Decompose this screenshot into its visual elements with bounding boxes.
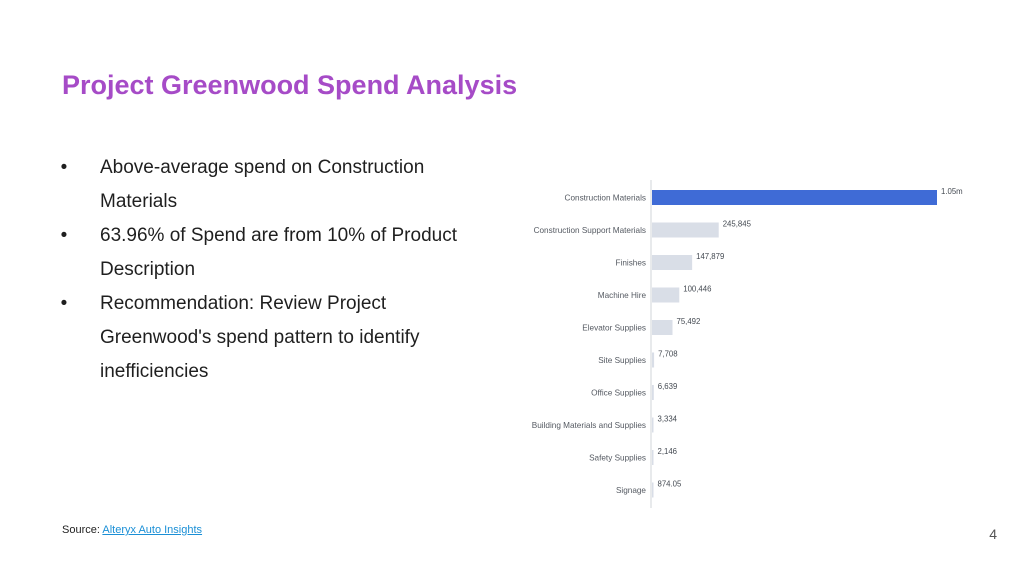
- bullet-item: • Recommendation: Review Project Greenwo…: [58, 287, 498, 389]
- value-label: 147,879: [696, 252, 724, 261]
- bullet-marker: •: [60, 157, 68, 178]
- chart-svg: Construction Materials 1.05m Construction …: [532, 180, 963, 508]
- category-label: Construction Support Materials: [534, 226, 646, 235]
- value-label: 1.05m: [941, 187, 963, 196]
- category-label: Machine Hire: [598, 291, 647, 300]
- spend-bar-chart: Construction Materials 1.05m Construction …: [510, 180, 990, 510]
- bar: [652, 482, 654, 498]
- bar: [652, 190, 937, 205]
- value-label: 75,492: [676, 317, 700, 326]
- source-link[interactable]: Alteryx Auto Insights: [102, 524, 203, 536]
- bullet-text: Above-average spend on Construction Mate…: [100, 157, 425, 212]
- value-label: 245,845: [723, 220, 752, 229]
- bar: [652, 417, 654, 433]
- category-label: Safety Supplies: [589, 454, 646, 463]
- value-label: 2,146: [658, 447, 678, 456]
- bar: [652, 287, 680, 303]
- slide-title: Project Greenwood Spend Analysis: [62, 70, 518, 100]
- category-label: Signage: [616, 486, 646, 495]
- value-label: 100,446: [683, 285, 711, 294]
- bar: [652, 320, 673, 335]
- bullet-text: 63.96% of Spend are from 10% of Product …: [100, 225, 457, 280]
- source-line: Source: Alteryx Auto Insights: [62, 524, 202, 536]
- value-label: 3,334: [658, 415, 678, 424]
- category-label: Site Supplies: [598, 356, 646, 365]
- value-label: 7,708: [658, 350, 678, 359]
- category-label: Construction Materials: [565, 194, 646, 203]
- category-label: Office Supplies: [591, 389, 646, 398]
- bullet-marker: •: [60, 225, 68, 246]
- bullet-item: • Above-average spend on Construction Ma…: [58, 151, 498, 219]
- category-label: Building Materials and Supplies: [532, 421, 646, 430]
- bullet-marker: •: [60, 293, 68, 314]
- value-label: 874.05: [658, 480, 683, 489]
- bar: [652, 450, 654, 465]
- category-label: Elevator Supplies: [582, 324, 646, 333]
- bullet-list: • Above-average spend on Construction Ma…: [58, 151, 498, 389]
- bullet-text: Recommendation: Review Project Greenwood…: [100, 293, 420, 382]
- bar: [652, 255, 693, 270]
- category-label: Finishes: [616, 259, 647, 268]
- bar: [652, 352, 655, 368]
- page-number: 4: [989, 526, 997, 542]
- bar: [652, 385, 654, 400]
- bullet-item: • 63.96% of Spend are from 10% of Produc…: [58, 219, 498, 287]
- source-label: Source:: [62, 524, 100, 536]
- value-label: 6,639: [658, 382, 678, 391]
- bar: [652, 222, 719, 238]
